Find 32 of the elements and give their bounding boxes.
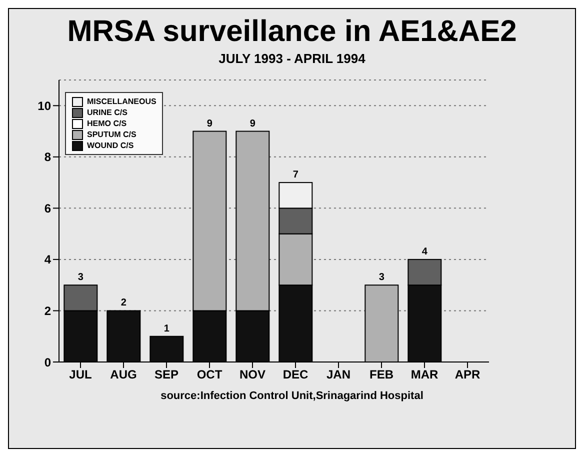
y-tick-label: 10 — [38, 98, 52, 113]
x-tick-label: AUG — [110, 368, 137, 382]
legend-label: SPUTUM C/S — [87, 129, 136, 140]
chart-title: MRSA surveillance in AE1&AE2 — [66, 15, 518, 49]
x-tick-label: SEP — [154, 368, 179, 382]
x-tick-label: NOV — [239, 368, 266, 382]
chart-subtitle: JULY 1993 - APRIL 1994 — [218, 51, 366, 66]
total-label: 3 — [378, 272, 385, 284]
source-note: source:Infection Control Unit,Srinagarind Hospital — [160, 390, 424, 402]
y-tick-label: 4 — [44, 252, 52, 267]
x-tick-label: MAR — [410, 368, 438, 382]
total-label: 1 — [164, 323, 170, 334]
x-tick-label: JUL — [69, 368, 92, 382]
x-tick-label: FEB — [370, 368, 394, 382]
legend-label: MISCELLANEOUS — [87, 96, 156, 107]
x-tick-label: OCT — [196, 368, 223, 382]
legend-label: WOUND C/S — [87, 140, 134, 151]
y-tick-label: 2 — [44, 304, 52, 318]
x-tick-label: JAN — [326, 368, 351, 382]
legend-label: URINE C/S — [87, 107, 128, 118]
total-label: 9 — [206, 118, 213, 130]
total-label: 4 — [422, 246, 428, 258]
legend-label: HEMO C/S — [87, 118, 127, 129]
total-label: 7 — [292, 170, 299, 181]
total-label: 3 — [78, 272, 84, 284]
y-tick-label: 8 — [44, 150, 52, 164]
x-tick-label: APR — [454, 368, 480, 382]
total-label: 9 — [250, 118, 256, 130]
x-tick-label: DEC — [282, 368, 308, 382]
y-tick-label: 6 — [44, 201, 52, 216]
total-label: 2 — [120, 298, 127, 309]
y-tick-label: 0 — [44, 355, 52, 370]
